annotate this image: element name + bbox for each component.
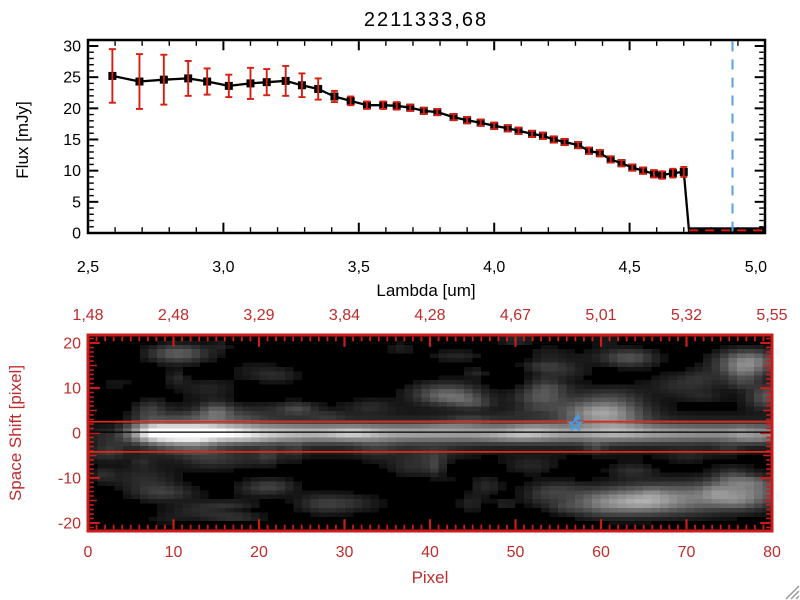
flux-tick-label: 15 [63, 132, 81, 149]
pixel-axis-label: Pixel [412, 568, 449, 587]
space-shift-tick-label: 10 [63, 381, 81, 398]
image-pixel-tick-label: 0 [84, 544, 93, 561]
spectral-2d-image[interactable] [89, 336, 771, 530]
image-wavelength-tick-label: 4,67 [500, 307, 531, 324]
image-wavelength-tick-label: 5,32 [671, 307, 702, 324]
space-shift-tick-label: -20 [58, 516, 81, 533]
image-pixel-tick-label: 40 [421, 544, 439, 561]
flux-tick-label: 20 [63, 101, 81, 118]
spectrum-line [112, 74, 765, 235]
source-position-star-icon [566, 415, 584, 432]
lambda-tick-label: 2,5 [77, 259, 99, 276]
image-wavelength-tick-label: 5,01 [585, 307, 616, 324]
lambda-tick-label: 3,0 [212, 259, 234, 276]
flux-tick-label: 10 [63, 163, 81, 180]
grip-line [790, 590, 800, 600]
image-pixel-tick-label: 10 [165, 544, 183, 561]
image-pixel-tick-label: 30 [336, 544, 354, 561]
image-wavelength-tick-label: 3,84 [329, 307, 360, 324]
plot-title: 2211333,68 [364, 9, 488, 31]
image-pixel-tick-label: 20 [250, 544, 268, 561]
grip-line [795, 595, 800, 600]
image-wavelength-tick-label: 1,48 [72, 307, 103, 324]
lambda-tick-label: 4,0 [483, 259, 505, 276]
image-pixel-tick-label: 50 [507, 544, 525, 561]
lambda-tick-label: 3,5 [348, 259, 370, 276]
lambda-tick-label: 4,5 [618, 259, 640, 276]
flux-plot-frame [86, 38, 767, 235]
image-pixel-tick-label: 80 [763, 544, 781, 561]
grip-line [785, 585, 800, 600]
space-shift-tick-label: 0 [72, 426, 81, 443]
space-shift-tick-label: 20 [63, 336, 81, 353]
image-panel-frame [86, 333, 774, 533]
image-pixel-tick-label: 60 [592, 544, 610, 561]
resize-grip[interactable] [780, 580, 800, 600]
image-wavelength-tick-label: 4,28 [414, 307, 445, 324]
flux-axis-label: Flux [mJy] [13, 101, 32, 178]
image-wavelength-tick-label: 3,29 [243, 307, 274, 324]
space-shift-tick-label: -10 [58, 471, 81, 488]
space-shift-axis-label: Space Shift [pixel] [6, 365, 25, 501]
lambda-tick-label: 5,0 [745, 259, 767, 276]
spectral-image-axes: 1,48 2,48 3,29 3,84 4,28 4,67 5,01 5,32 5,55 0 10 2… [58, 307, 788, 561]
star-flag-triangle-icon [574, 413, 581, 420]
flux-tick-label: 0 [72, 226, 81, 243]
image-wavelength-tick-label: 2,48 [158, 307, 189, 324]
image-pixel-tick-label: 70 [678, 544, 696, 561]
flux-tick-label: 25 [63, 70, 81, 87]
image-wavelength-tick-label: 5,55 [756, 307, 787, 324]
lambda-axis-label: Lambda [um] [376, 281, 475, 300]
flux-tick-label: 30 [63, 39, 81, 56]
flux-tick-label: 5 [72, 194, 81, 211]
flux-spectrum-plot[interactable]: 2,5 3,0 3,5 4,0 4,5 5,0 0 5 10 15 20 25 30 [63, 39, 767, 276]
